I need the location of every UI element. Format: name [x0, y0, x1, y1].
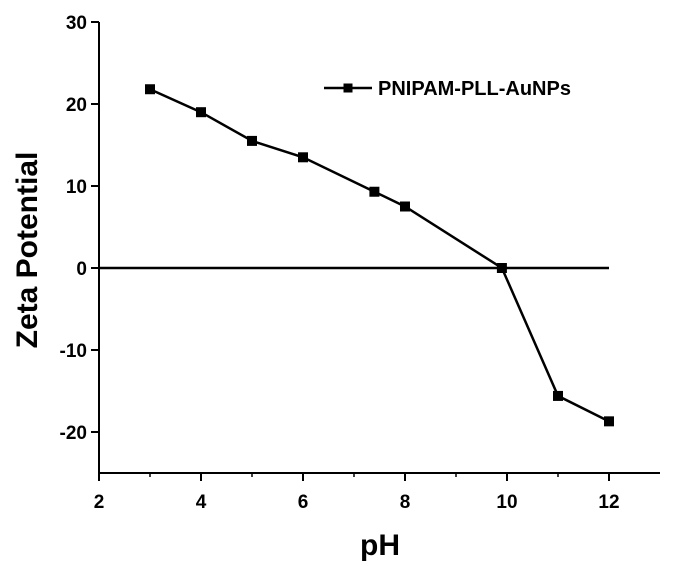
y-tick-label: 30 [66, 13, 87, 34]
x-tick-label: 10 [496, 492, 517, 513]
series-layer [145, 84, 614, 427]
data-point [400, 201, 410, 212]
legend: PNIPAM-PLL-AuNPs [324, 78, 571, 100]
data-point [553, 390, 563, 401]
plot-area: -20 -10 0 10 20 30 2 4 6 8 10 12 [60, 13, 660, 513]
x-axis-ticks: 2 4 6 8 10 12 [94, 473, 620, 513]
x-axis-title: pH [360, 529, 400, 562]
data-point [298, 152, 308, 163]
series-line [149, 88, 610, 423]
y-tick-label: -10 [60, 341, 87, 362]
data-point [145, 84, 155, 95]
data-point [496, 263, 507, 273]
data-point [196, 107, 206, 118]
y-tick-label: 0 [76, 259, 87, 280]
legend-label: PNIPAM-PLL-AuNPs [378, 78, 571, 100]
data-point [604, 416, 614, 427]
data-point [369, 186, 380, 197]
y-tick-label: 10 [66, 177, 87, 198]
y-tick-label: 20 [66, 95, 87, 116]
x-tick-label: 8 [400, 492, 411, 513]
x-tick-label: 2 [94, 492, 105, 513]
y-axis-ticks: -20 -10 0 10 20 30 [60, 13, 99, 444]
x-tick-label: 6 [298, 492, 309, 513]
x-tick-label: 4 [196, 492, 207, 513]
data-point [247, 135, 257, 146]
x-tick-label: 12 [598, 492, 619, 513]
y-tick-label: -20 [60, 423, 87, 444]
legend-marker [343, 83, 353, 93]
y-axis-title: Zeta Potential [11, 152, 44, 349]
